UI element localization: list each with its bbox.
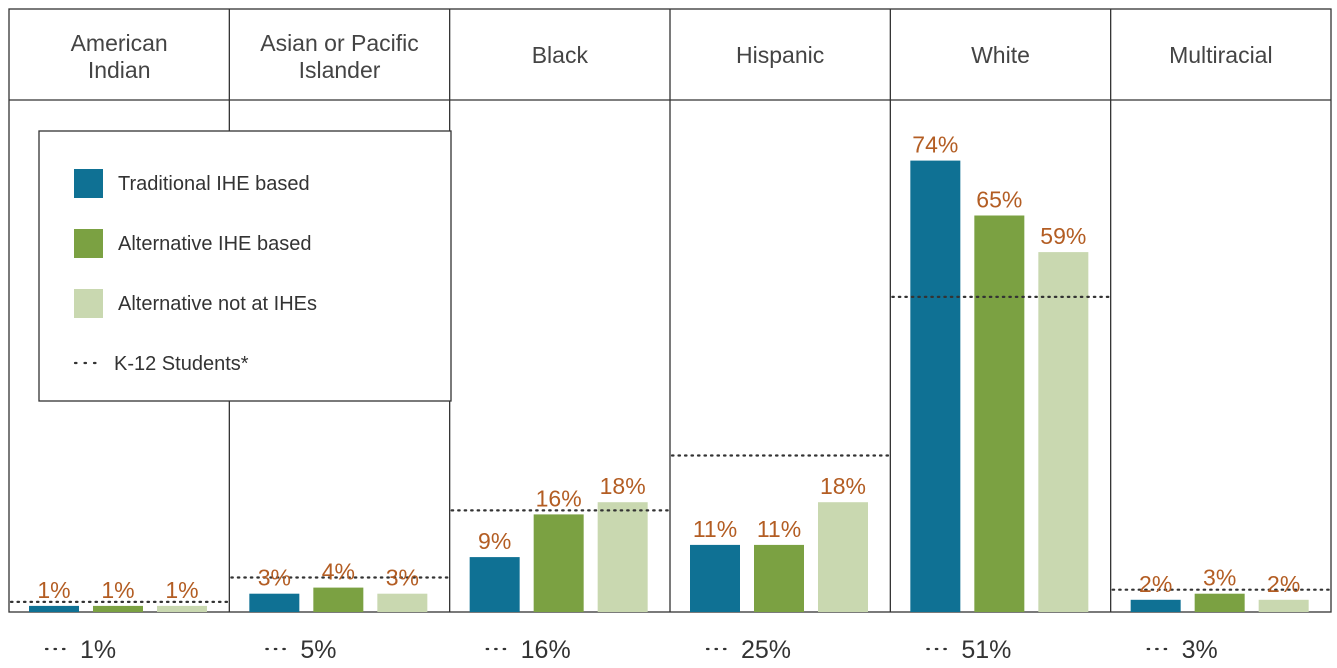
k12-label-white: 51%: [961, 636, 1011, 664]
column-header-white: White: [971, 42, 1030, 68]
bar-black-alternative-ihe-based: [533, 514, 584, 612]
value-label-asian-or-pacific-islander-alternative-not-at-ihes: 3%: [386, 565, 419, 591]
legend-label-alternative-ihe-based: Alternative IHE based: [118, 233, 311, 255]
value-label-white-alternative-ihe-based: 65%: [976, 187, 1022, 213]
value-label-hispanic-traditional-ihe-based: 11%: [693, 516, 737, 542]
column-header-asian-or-pacific-islander: Islander: [299, 57, 381, 83]
bar-multiracial-alternative-not-at-ihes: [1258, 599, 1309, 612]
k12-label-multiracial: 3%: [1182, 636, 1218, 664]
legend-box: [38, 130, 452, 402]
value-label-white-alternative-not-at-ihes: 59%: [1040, 223, 1086, 249]
legend-label-traditional-ihe-based: Traditional IHE based: [118, 173, 310, 195]
column-header-american-indian: Indian: [88, 57, 151, 83]
value-label-asian-or-pacific-islander-traditional-ihe-based: 3%: [258, 565, 291, 591]
bar-hispanic-alternative-not-at-ihes: [818, 502, 868, 612]
value-label-multiracial-alternative-not-at-ihes: 2%: [1267, 571, 1300, 597]
bar-american-indian-traditional-ihe-based: [29, 605, 79, 612]
bar-white-alternative-not-at-ihes: [1038, 252, 1089, 612]
legend-swatch-traditional-ihe-based: [74, 169, 103, 198]
bar-hispanic-traditional-ihe-based: [690, 544, 740, 612]
k12-label-asian-or-pacific-islander: 5%: [300, 636, 336, 664]
value-label-multiracial-alternative-ihe-based: 3%: [1203, 565, 1236, 591]
k12-labels: 1% 5% 16% 25% 51% 3%: [44, 636, 1218, 664]
bar-white-traditional-ihe-based: [910, 160, 961, 612]
value-label-hispanic-alternative-not-at-ihes: 18%: [820, 473, 866, 499]
value-label-american-indian-alternative-ihe-based: 1%: [101, 577, 134, 603]
legend-swatch-alternative-ihe-based: [74, 229, 103, 258]
column-header-american-indian: American: [71, 30, 168, 56]
bar-white-alternative-ihe-based: [974, 215, 1025, 612]
k12-label-black: 16%: [521, 636, 571, 664]
bar-hispanic-alternative-ihe-based: [754, 544, 804, 612]
value-label-hispanic-alternative-ihe-based: 11%: [757, 516, 801, 542]
value-label-black-alternative-ihe-based: 16%: [536, 485, 582, 511]
bar-multiracial-traditional-ihe-based: [1130, 599, 1181, 612]
value-label-multiracial-traditional-ihe-based: 2%: [1139, 571, 1172, 597]
column-header-asian-or-pacific-islander: Asian or Pacific: [260, 30, 419, 56]
value-label-american-indian-traditional-ihe-based: 1%: [37, 577, 70, 603]
column-header-multiracial: Multiracial: [1169, 42, 1273, 68]
bar-american-indian-alternative-ihe-based: [93, 605, 143, 612]
bar-black-alternative-not-at-ihes: [597, 502, 648, 612]
legend-label-k-12-students: K-12 Students*: [114, 353, 249, 375]
k12-label-hispanic: 25%: [741, 636, 791, 664]
legend-label-alternative-not-at-ihes: Alternative not at IHEs: [118, 293, 317, 315]
bar-asian-or-pacific-islander-traditional-ihe-based: [249, 593, 300, 612]
value-labels: 1% 1% 1% 3% 4% 3% 9% 16% 18% 11% 11% 18% 74% 65% 59% 2%…: [37, 132, 1300, 603]
legend-swatch-alternative-not-at-ihes: [74, 289, 103, 318]
value-label-american-indian-alternative-not-at-ihes: 1%: [165, 577, 198, 603]
value-label-white-traditional-ihe-based: 74%: [912, 132, 958, 158]
k12-label-american-indian: 1%: [80, 636, 116, 664]
bar-asian-or-pacific-islander-alternative-not-at-ihes: [377, 593, 428, 612]
column-header-hispanic: Hispanic: [736, 42, 824, 68]
value-label-black-alternative-not-at-ihes: 18%: [600, 473, 646, 499]
bars: [29, 160, 1309, 612]
column-header-black: Black: [532, 42, 589, 68]
legend: Traditional IHE based Alternative IHE bas…: [38, 130, 452, 402]
bar-black-traditional-ihe-based: [469, 557, 520, 612]
bar-asian-or-pacific-islander-alternative-ihe-based: [313, 587, 364, 612]
bar-multiracial-alternative-ihe-based: [1194, 593, 1245, 612]
value-label-black-traditional-ihe-based: 9%: [478, 528, 511, 554]
value-label-asian-or-pacific-islander-alternative-ihe-based: 4%: [322, 559, 355, 585]
bar-american-indian-alternative-not-at-ihes: [157, 605, 207, 612]
